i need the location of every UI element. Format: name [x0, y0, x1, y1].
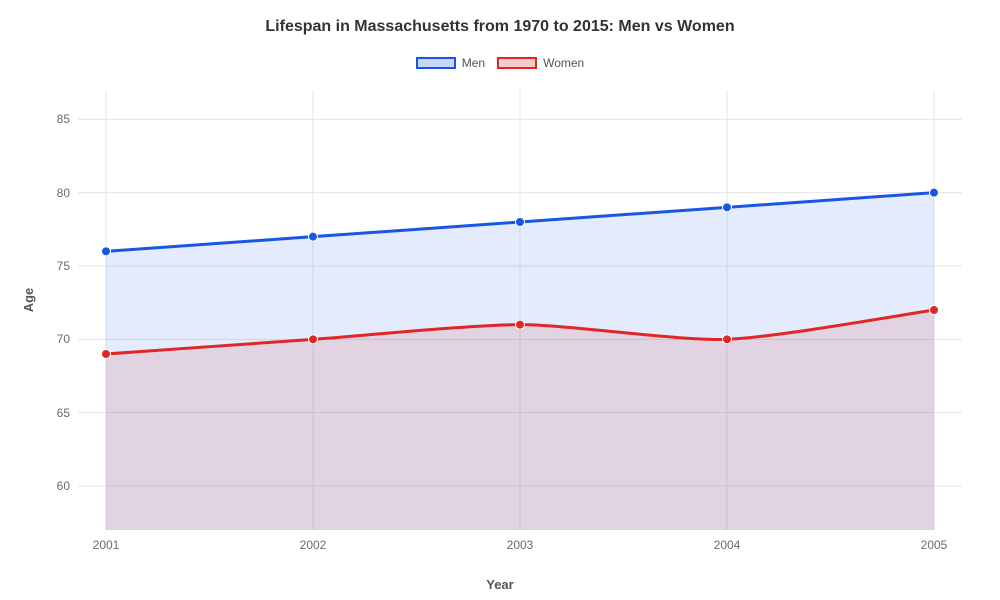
- marker-men[interactable]: [930, 188, 939, 197]
- x-axis-label: Year: [0, 577, 1000, 592]
- marker-women[interactable]: [930, 306, 939, 315]
- marker-women[interactable]: [516, 320, 525, 329]
- marker-men[interactable]: [309, 232, 318, 241]
- legend-swatch-men: [416, 57, 456, 69]
- legend-label-women: Women: [543, 56, 584, 70]
- marker-men[interactable]: [723, 203, 732, 212]
- x-tick-label: 2005: [921, 538, 948, 552]
- x-tick-label: 2004: [714, 538, 741, 552]
- chart-plot: [78, 90, 962, 530]
- y-tick-label: 65: [57, 406, 70, 420]
- marker-women[interactable]: [102, 350, 111, 359]
- legend-label-men: Men: [462, 56, 485, 70]
- y-axis-label: Age: [21, 288, 36, 313]
- y-tick-label: 85: [57, 112, 70, 126]
- marker-women[interactable]: [309, 335, 318, 344]
- y-tick-label: 75: [57, 259, 70, 273]
- y-tick-label: 70: [57, 332, 70, 346]
- legend: Men Women: [0, 56, 1000, 70]
- x-tick-label: 2003: [507, 538, 534, 552]
- y-tick-label: 80: [57, 186, 70, 200]
- legend-swatch-women: [497, 57, 537, 69]
- y-tick-label: 60: [57, 479, 70, 493]
- marker-women[interactable]: [723, 335, 732, 344]
- x-tick-label: 2001: [93, 538, 120, 552]
- marker-men[interactable]: [516, 218, 525, 227]
- x-tick-label: 2002: [300, 538, 327, 552]
- chart-container: Lifespan in Massachusetts from 1970 to 2…: [0, 0, 1000, 600]
- chart-title: Lifespan in Massachusetts from 1970 to 2…: [0, 18, 1000, 36]
- marker-men[interactable]: [102, 247, 111, 256]
- legend-item-men[interactable]: Men: [416, 56, 485, 70]
- legend-item-women[interactable]: Women: [497, 56, 584, 70]
